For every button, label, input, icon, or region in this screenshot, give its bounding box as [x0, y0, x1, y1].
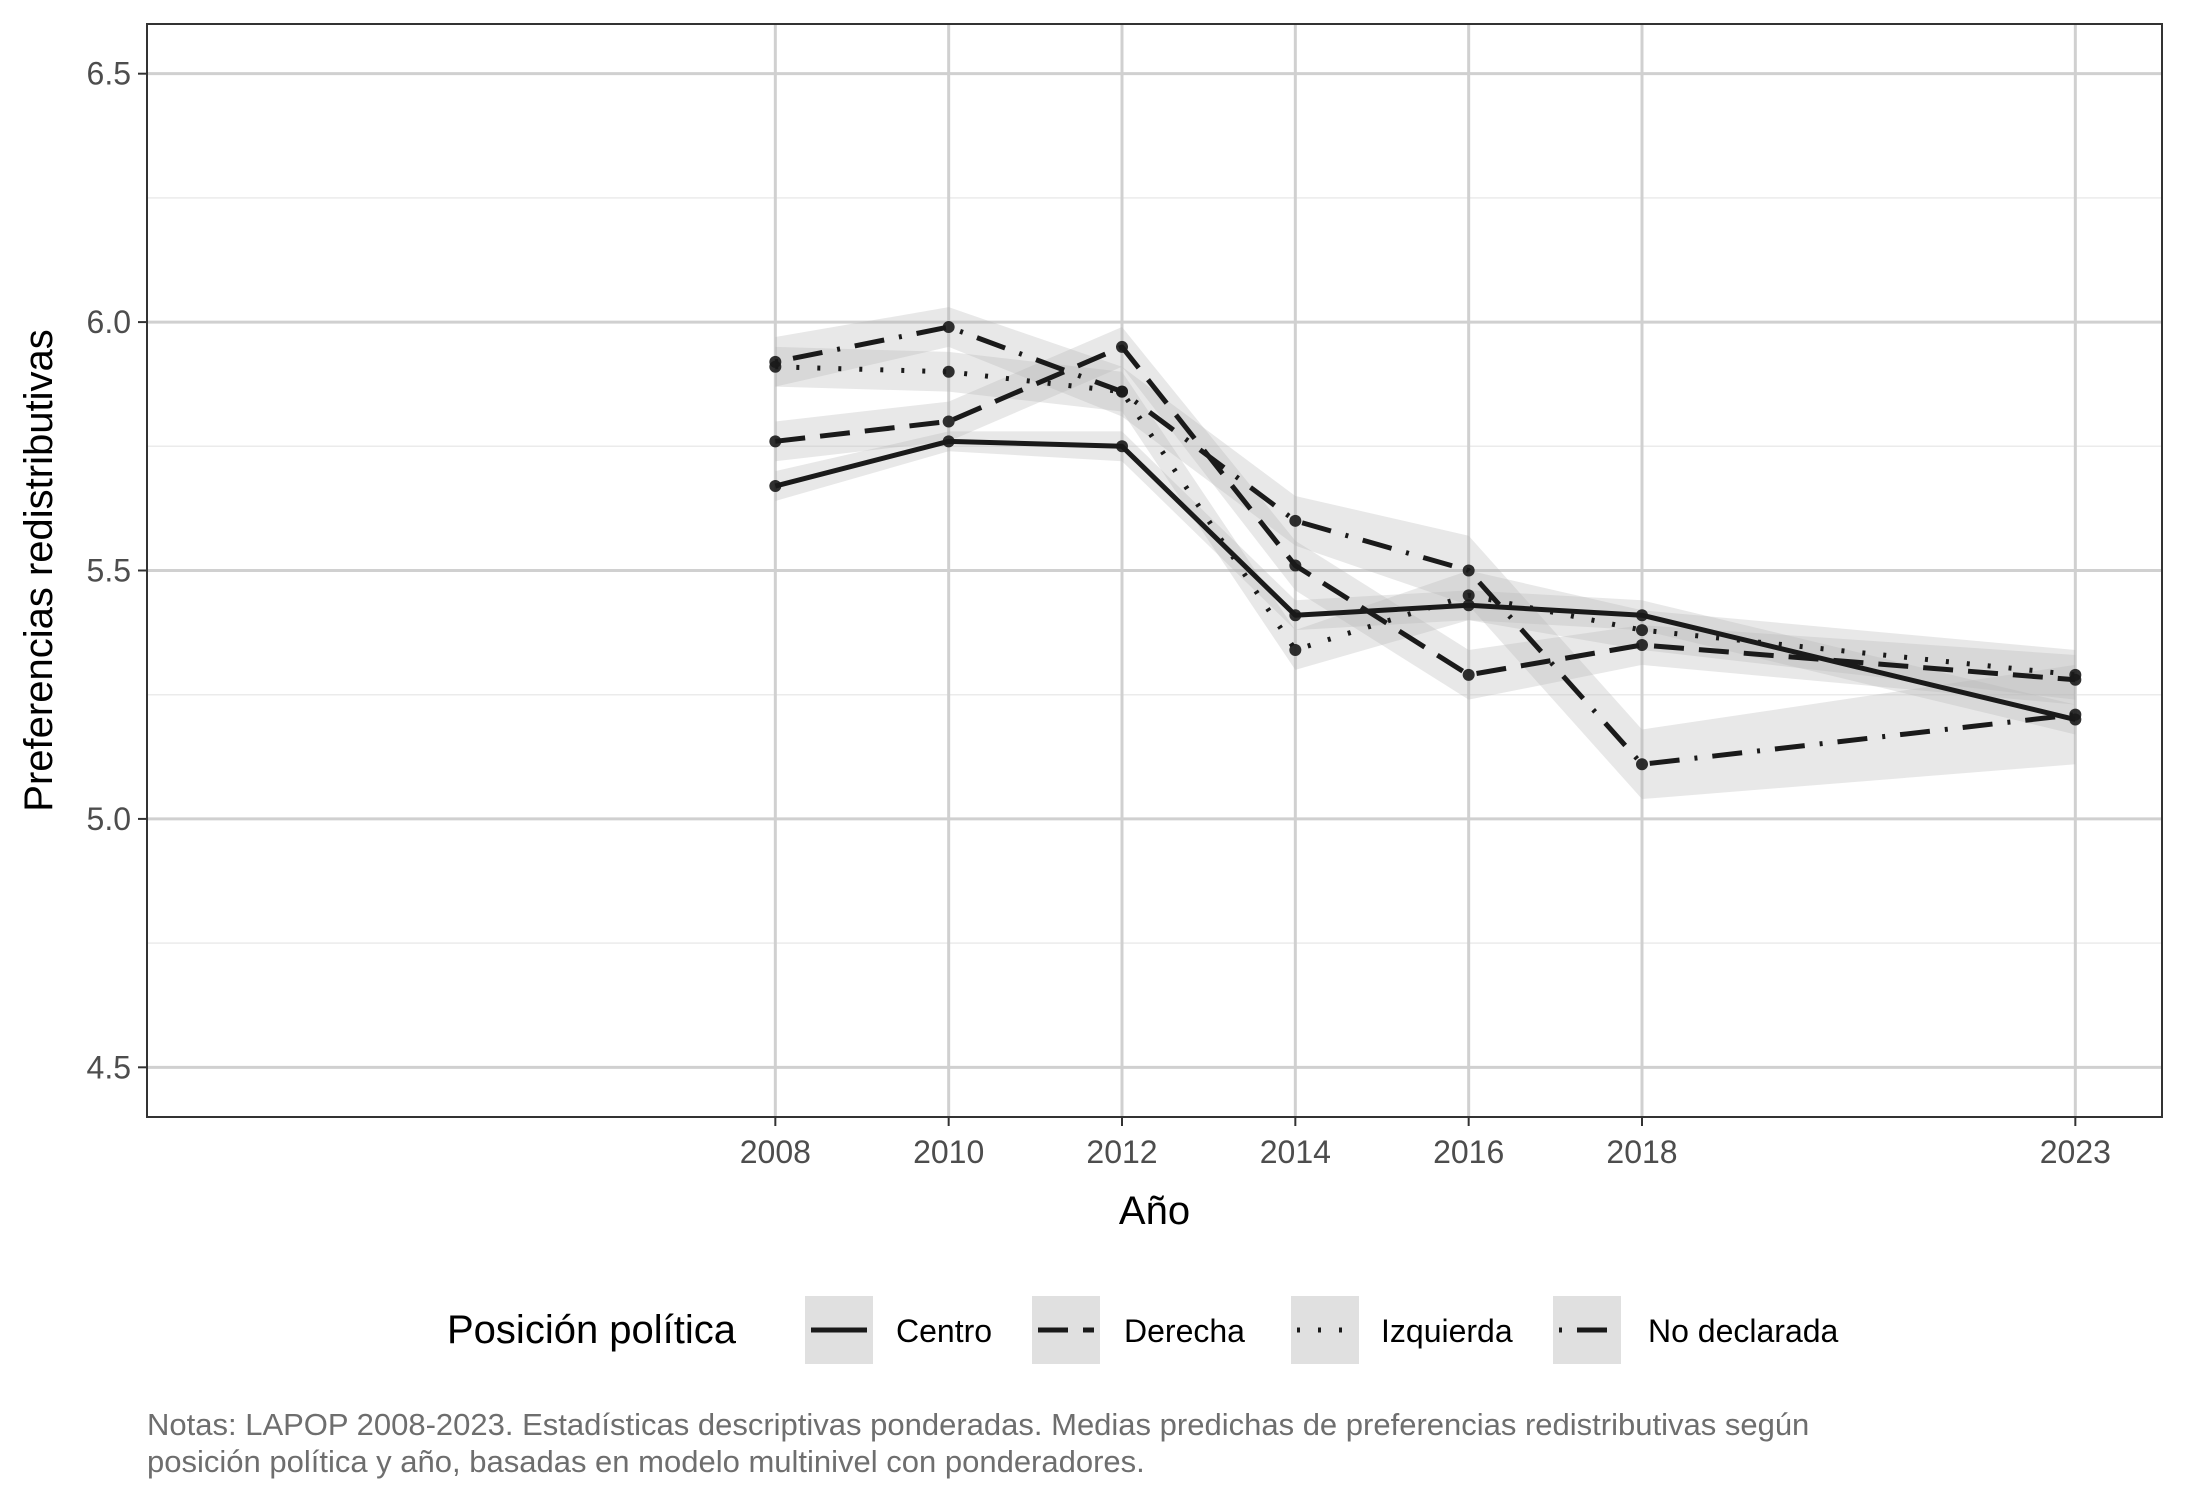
data-point	[942, 415, 955, 428]
data-point	[1116, 440, 1128, 453]
data-point	[1636, 639, 1648, 652]
data-point	[1289, 559, 1302, 572]
y-tick-label: 4.5	[87, 1049, 131, 1085]
y-tick-label: 6.5	[87, 56, 131, 92]
notes-line-1: Notas: LAPOP 2008-2023. Estadísticas des…	[147, 1407, 1810, 1442]
data-point	[1636, 609, 1648, 622]
x-tick-label: 2023	[2040, 1134, 2111, 1170]
data-point	[1462, 668, 1475, 681]
chart-notes: Notas: LAPOP 2008-2023. Estadísticas des…	[147, 1406, 2047, 1480]
data-point	[942, 435, 955, 448]
data-point	[1289, 514, 1302, 527]
series-points	[769, 321, 2082, 771]
data-point	[1289, 609, 1302, 622]
data-point	[2069, 708, 2082, 721]
confidence-band	[775, 307, 2076, 800]
x-tick-label: 2014	[1260, 1134, 1331, 1170]
x-axis-title: Año	[1119, 1189, 1190, 1233]
notes-line-2: posición política y año, basadas en mode…	[147, 1444, 1145, 1479]
confidence-band	[775, 431, 2076, 735]
data-point	[1289, 643, 1302, 656]
x-tick-label: 2018	[1606, 1134, 1677, 1170]
data-point	[769, 480, 782, 493]
legend: Posición política Centro Derecha Izquierda…	[447, 1296, 1839, 1364]
y-axis: 4.5 5.0 5.5 6.0 6.5	[87, 56, 147, 1085]
y-tick-label: 6.0	[87, 304, 131, 340]
x-tick-label: 2008	[740, 1134, 811, 1170]
data-point	[1636, 758, 1648, 771]
y-tick-label: 5.0	[87, 801, 131, 837]
x-axis: 2008 2010 2012 2014 2016 2018 2023	[740, 1117, 2111, 1170]
data-point	[769, 355, 782, 368]
data-point	[1462, 599, 1475, 612]
grid-minor	[147, 197, 2162, 944]
legend-label: No declarada	[1648, 1313, 1839, 1349]
legend-title: Posición política	[447, 1308, 737, 1352]
legend-label: Centro	[896, 1313, 992, 1349]
data-point	[1636, 624, 1648, 637]
data-point	[1116, 340, 1128, 353]
confidence-band	[775, 346, 2076, 700]
data-point	[942, 365, 955, 378]
y-axis-title: Preferencias redistributivas	[17, 329, 61, 811]
data-point	[2069, 668, 2082, 681]
grid-major	[147, 24, 2162, 1117]
x-tick-label: 2010	[913, 1134, 984, 1170]
y-tick-label: 5.5	[87, 553, 131, 589]
data-point	[1462, 589, 1475, 602]
confidence-bands	[775, 307, 2076, 800]
x-tick-label: 2016	[1433, 1134, 1504, 1170]
legend-key	[1291, 1296, 1359, 1364]
data-point	[942, 321, 955, 334]
x-tick-label: 2012	[1086, 1134, 1157, 1170]
data-point	[1462, 564, 1475, 577]
data-point	[769, 435, 782, 448]
legend-label: Derecha	[1124, 1313, 1245, 1349]
legend-label: Izquierda	[1381, 1313, 1513, 1349]
data-point	[1116, 385, 1128, 398]
